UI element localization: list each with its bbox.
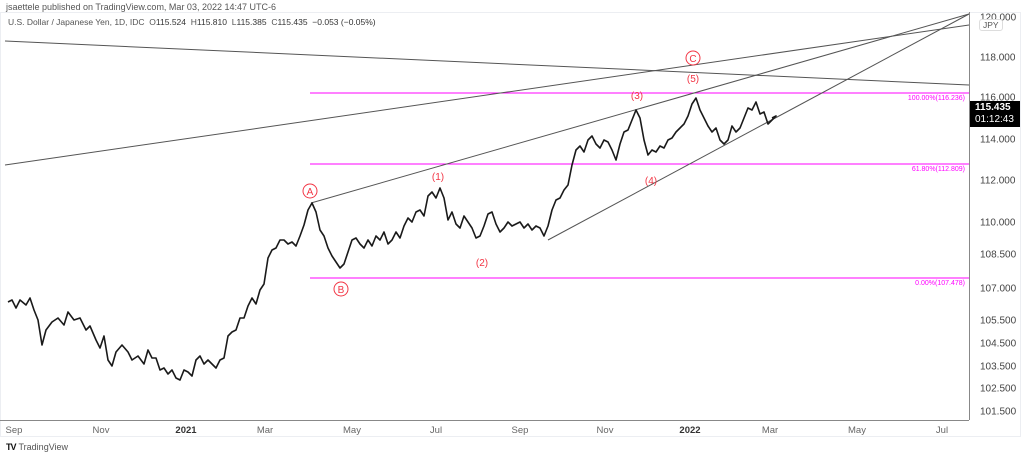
time-tick: Jul [429,425,443,436]
publisher-line: jsaettele published on TradingView.com, … [6,2,276,12]
last-price-value: 115.435 [975,102,1011,113]
fibonacci-levels: 100.00%(116.236) 61.80%(112.809) 0.00%(107… [310,92,969,287]
high-label: H [190,17,197,27]
wave-label-b: B [338,285,345,296]
low-label: L [231,17,237,27]
currency-badge[interactable]: JPY [979,19,1003,31]
low-value: 115.385 [236,17,267,27]
chart-frame [0,12,1021,437]
trendlines [4,13,970,241]
price-tick: 103.500 [980,361,1017,373]
tradingview-logo-icon: TV [6,442,16,452]
time-tick: Sep [5,425,23,436]
footer-branding[interactable]: TV TradingView [6,442,68,452]
price-tick: 107.000 [980,283,1017,295]
trendline [4,40,970,86]
time-tick: Mar [256,425,274,436]
fib-level-label: 61.80%(112.809) [912,166,965,173]
time-tick: Sep [511,425,529,436]
wave-label-5: (5) [687,74,699,85]
close-value: 115.435 [277,17,308,27]
elliott-wave-labels: A B (1) (2) (3) (4) (5) C [302,50,701,297]
price-tick: 101.500 [980,406,1017,418]
price-tick: 104.500 [980,338,1017,350]
price-series [7,97,777,381]
time-tick: Nov [92,425,110,436]
wave-label-4: (4) [645,176,657,187]
time-tick: 2022 [679,425,701,436]
open-value: 115.524 [155,17,187,27]
price-tick: 116.000 [980,92,1016,104]
trendline [4,24,970,166]
price-tick: 120.000 [980,12,1017,24]
last-price-label: 115.435 01:12:43 [970,101,1020,127]
trendline [310,13,970,204]
price-tick: 112.000 [980,175,1016,187]
open-label: O [149,17,156,27]
time-tick: Jul [935,425,949,436]
trendline [547,13,970,241]
fib-level-label: 100.00%(116.236) [908,95,965,102]
price-tick: 114.000 [980,134,1016,146]
price-tick: 108.500 [980,249,1017,261]
time-axis[interactable]: Sep Nov 2021 Mar May Jul Sep Nov 2022 Ma… [0,420,969,438]
time-tick: May [343,425,361,436]
change-value: −0.053 (−0.05%) [312,17,376,27]
price-tick: 102.500 [980,383,1017,395]
price-axis[interactable]: 120.000 118.000 116.000 114.000 112.000 … [969,12,1022,420]
time-tick: Nov [596,425,614,436]
wave-label-3: (3) [631,91,643,102]
time-tick: May [848,425,866,436]
wave-label-a: A [307,187,314,198]
price-tick: 110.000 [980,217,1016,229]
bar-countdown: 01:12:43 [975,114,1014,125]
close-label: C [271,17,278,27]
wave-label-c: C [689,54,696,65]
brand-name: TradingView [18,442,69,452]
time-tick: 2021 [175,425,197,436]
wave-label-1: (1) [432,172,444,183]
fib-level-label: 0.00%(107.478) [915,280,965,287]
time-tick: Mar [761,425,779,436]
symbol-legend[interactable]: U.S. Dollar / Japanese Yen, 1D, IDC O115… [8,17,376,27]
price-tick: 105.500 [980,315,1017,327]
price-tick: 118.000 [980,52,1016,64]
wave-label-2: (2) [476,258,488,269]
high-value: 115.810 [196,17,227,27]
symbol-name: U.S. Dollar / Japanese Yen, 1D, IDC [8,17,145,27]
